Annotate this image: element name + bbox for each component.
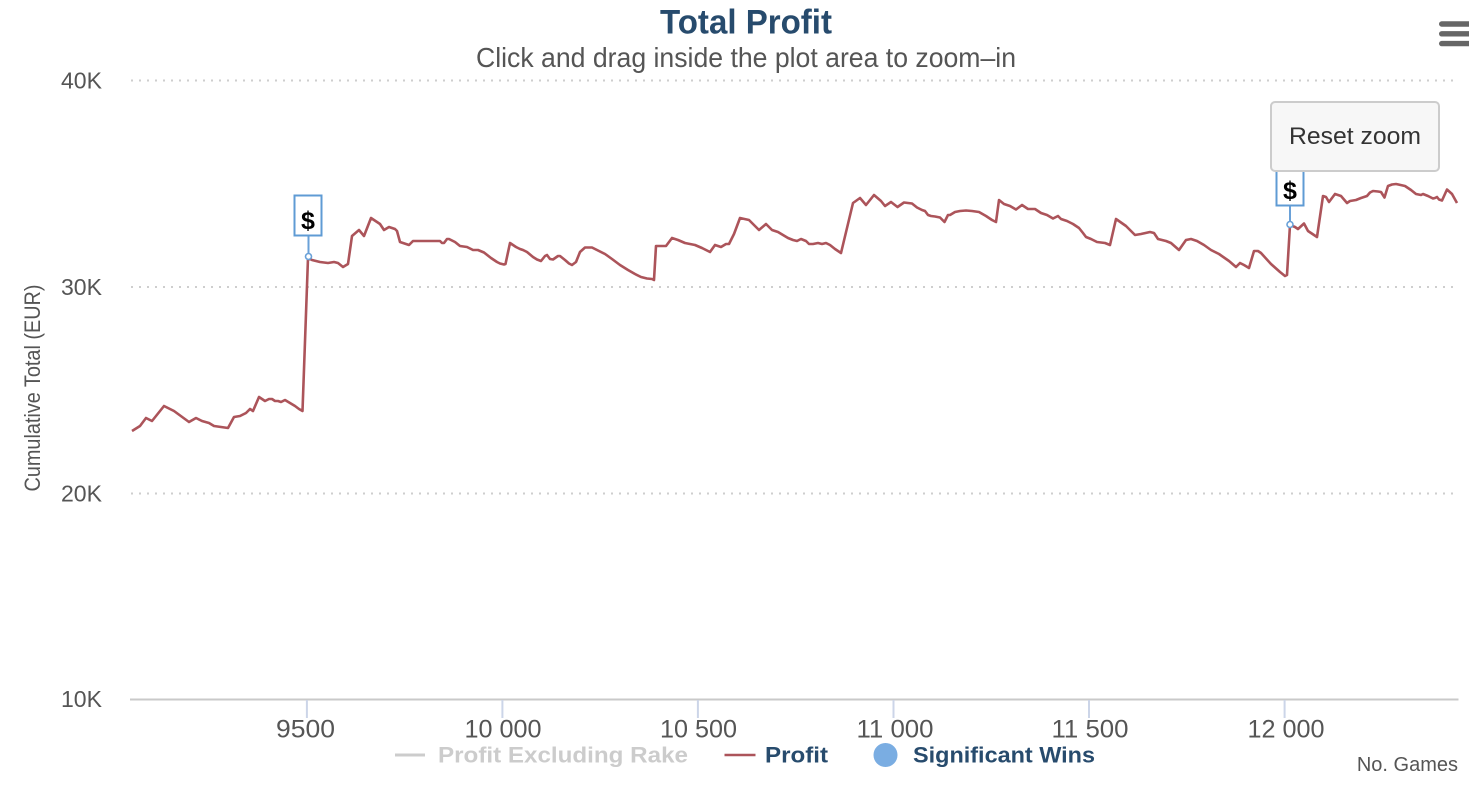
svg-text:Cumulative Total (EUR): Cumulative Total (EUR) bbox=[20, 285, 45, 492]
svg-text:Significant Wins: Significant Wins bbox=[913, 743, 1095, 768]
svg-text:20K: 20K bbox=[61, 481, 103, 507]
svg-text:9500: 9500 bbox=[276, 716, 335, 744]
svg-text:11 000: 11 000 bbox=[857, 716, 934, 744]
svg-text:$: $ bbox=[301, 207, 315, 235]
svg-text:Total Profit: Total Profit bbox=[660, 4, 832, 42]
svg-text:40K: 40K bbox=[61, 68, 103, 94]
svg-text:10 500: 10 500 bbox=[660, 716, 737, 744]
svg-text:Reset zoom: Reset zoom bbox=[1289, 123, 1421, 150]
svg-text:No. Games: No. Games bbox=[1357, 754, 1458, 776]
svg-text:10K: 10K bbox=[61, 686, 103, 712]
svg-text:30K: 30K bbox=[61, 274, 103, 300]
svg-text:11 500: 11 500 bbox=[1052, 716, 1129, 744]
svg-text:Profit Excluding Rake: Profit Excluding Rake bbox=[438, 743, 688, 768]
svg-text:Click and drag inside the plot: Click and drag inside the plot area to z… bbox=[476, 42, 1016, 73]
svg-text:Profit: Profit bbox=[765, 743, 829, 768]
svg-text:12 000: 12 000 bbox=[1248, 716, 1325, 744]
svg-text:$: $ bbox=[1283, 177, 1297, 205]
svg-text:10 000: 10 000 bbox=[465, 716, 542, 744]
